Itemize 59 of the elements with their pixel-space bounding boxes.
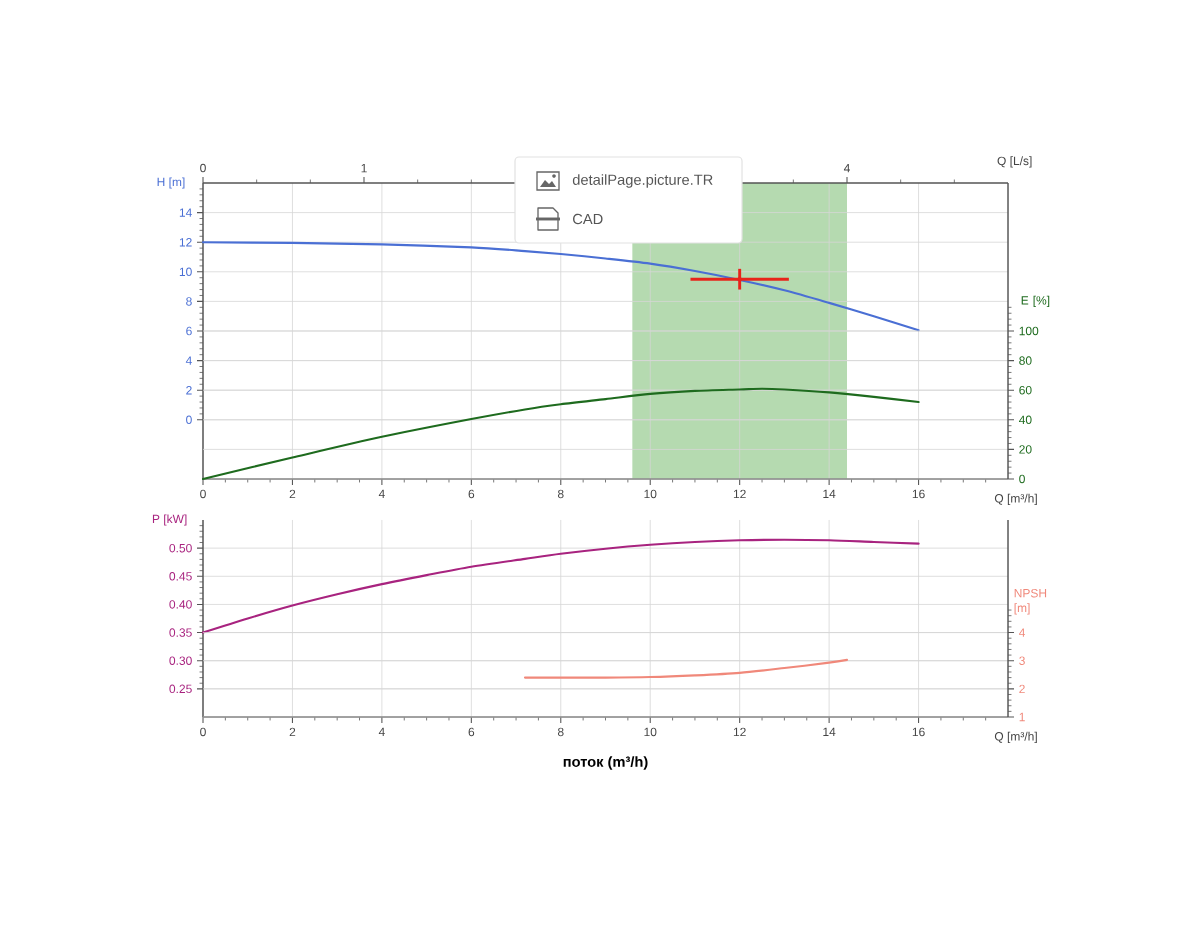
y2-axis-title: NPSH [m] — [1014, 588, 1047, 615]
annotation: CAD — [573, 213, 603, 225]
x-tick-label: 0 — [200, 727, 206, 737]
y2-tick-label: 1 — [1019, 712, 1025, 722]
y2-tick-label: 2 — [1019, 684, 1025, 694]
y2-tick-label: 4 — [1018, 628, 1026, 637]
y-tick-label: 0.25 — [169, 684, 192, 694]
x-tick-label: 10 — [644, 727, 657, 737]
y2-axis-title: E [%] — [1021, 295, 1050, 307]
y-axis-title: P [kW] — [152, 514, 187, 526]
y2-tick-label: 3 — [1019, 656, 1025, 665]
x-axis-title: Q [m³/h] — [994, 493, 1037, 505]
line-series — [201, 538, 920, 634]
line-series — [201, 387, 920, 481]
y2-tick-label: 80 — [1019, 356, 1032, 365]
y2-tick-label: 60 — [1019, 385, 1032, 395]
x2-tick-label: 0 — [200, 163, 206, 173]
y2-tick-label: 40 — [1018, 415, 1032, 425]
y-tick-label: 0 — [186, 415, 192, 425]
y-tick-label: 4 — [185, 356, 192, 365]
x2-axis-title: Q [L/s] — [997, 156, 1032, 168]
x-tick-label: 16 — [912, 727, 925, 737]
x-tick-label: 12 — [733, 489, 746, 499]
x-tick-label: 8 — [557, 727, 564, 737]
x-tick-label: 10 — [644, 489, 657, 499]
x-tick-label: 2 — [289, 727, 296, 737]
y-tick-label: 8 — [186, 297, 192, 306]
x-tick-label: 14 — [823, 489, 836, 498]
x-tick-label: 2 — [289, 489, 296, 499]
x-tick-label: 6 — [468, 489, 475, 499]
x-axis-title: Q [m³/h] — [994, 731, 1037, 743]
y-tick-label: 0.50 — [169, 543, 192, 553]
x-tick-label: 16 — [912, 489, 925, 499]
y2-tick-label: 0 — [1019, 474, 1025, 484]
text: поток (m³/h) — [563, 756, 648, 770]
x-tick-label: 14 — [823, 727, 836, 736]
y2-tick-label: 20 — [1019, 445, 1032, 454]
y-tick-label: 2 — [186, 386, 192, 395]
x-tick-label: 8 — [557, 489, 564, 499]
x-tick-label: 4 — [378, 489, 385, 498]
y-tick-label: 0.45 — [169, 572, 192, 581]
y-tick-label: 0.40 — [169, 600, 192, 609]
x2-tick-label: 4 — [843, 164, 850, 173]
line-series — [523, 658, 849, 679]
y-tick-label: 0.35 — [169, 628, 192, 637]
x-tick-label: 4 — [378, 727, 385, 736]
x-tick-label: 6 — [468, 727, 475, 737]
y-tick-label: 14 — [179, 208, 192, 217]
y-tick-label: 12 — [179, 238, 192, 247]
annotation: detailPage.picture.TR — [572, 174, 713, 188]
y2-tick-label: 100 — [1019, 326, 1039, 336]
x2-tick-label: 1 — [361, 164, 367, 173]
x-tick-label: 0 — [200, 489, 206, 499]
x-tick-label: 12 — [733, 727, 746, 737]
y-tick-label: 0.30 — [169, 656, 192, 665]
y-axis-title: H [m] — [157, 177, 185, 189]
y-tick-label: 6 — [186, 326, 192, 336]
line-series — [201, 241, 920, 332]
y-tick-label: 10 — [179, 267, 192, 277]
